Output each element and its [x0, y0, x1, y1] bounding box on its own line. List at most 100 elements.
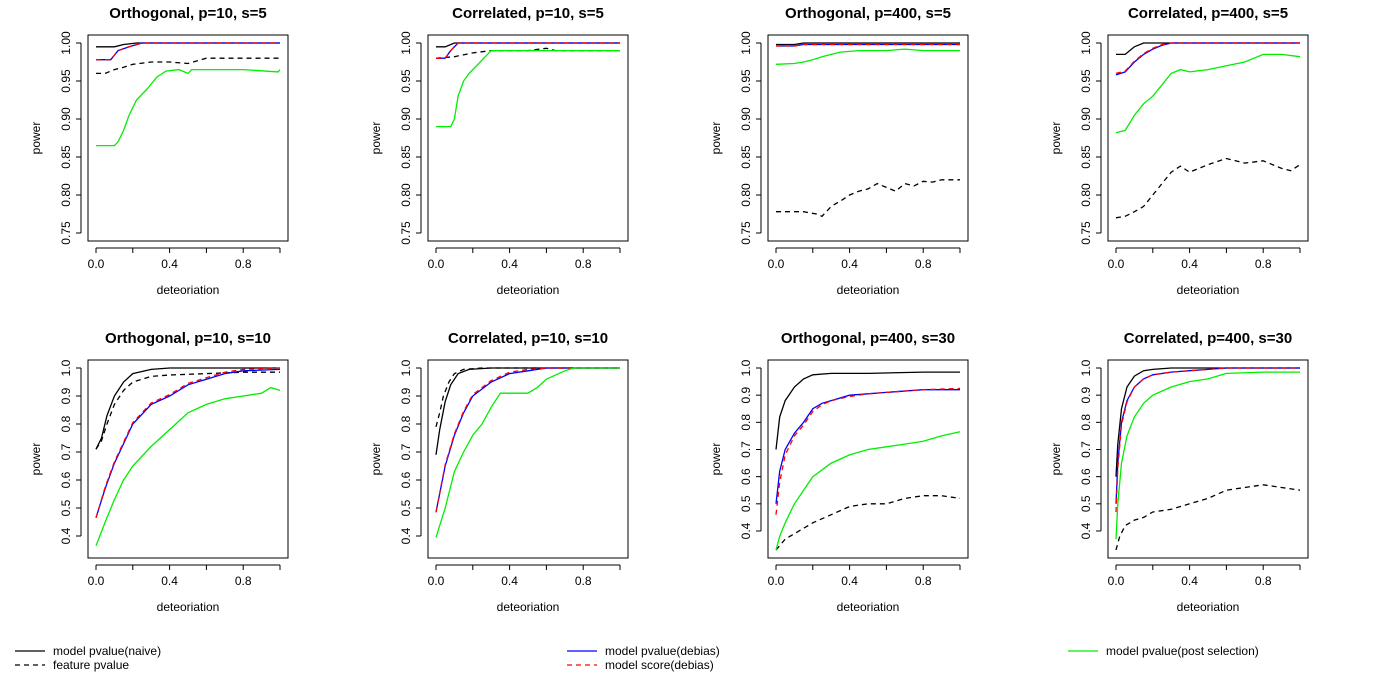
series-line [1115, 484, 1301, 551]
y-tick-label: 1.0 [1079, 359, 1093, 376]
y-tick-label: 0.85 [739, 145, 753, 169]
y-tick-label: 0.80 [1079, 183, 1093, 207]
series-line [95, 367, 280, 450]
series-line [435, 367, 620, 455]
y-tick-label: 0.4 [399, 527, 413, 544]
x-tick-label: 0.4 [161, 574, 178, 588]
panel-title: Orthogonal, p=400, s=5 [785, 5, 951, 22]
series-line [96, 42, 280, 61]
y-tick-label: 0.4 [1079, 522, 1093, 539]
x-axis-label: deteoriation [157, 283, 220, 297]
y-tick-label: 0.5 [399, 499, 413, 516]
series-line [1116, 42, 1300, 56]
series-line [435, 367, 620, 513]
y-axis-label: power [1049, 443, 1063, 476]
y-axis-label: power [709, 122, 723, 155]
series-line [95, 371, 280, 450]
x-tick-label: 0.8 [575, 257, 592, 271]
x-tick-label: 0.8 [915, 257, 932, 271]
y-tick-label: 0.5 [739, 495, 753, 512]
panel-4: Correlated, p=400, s=5 0.0 0.4 0.8 0.75 0.80 0… [1049, 5, 1309, 297]
y-tick-label: 0.7 [739, 441, 753, 458]
series-line [95, 367, 281, 518]
series-line [775, 495, 961, 551]
y-tick-label: 0.4 [59, 527, 73, 544]
x-tick-label: 0.0 [768, 574, 785, 588]
y-tick-label: 0.95 [59, 69, 73, 93]
x-tick-label: 0.4 [841, 257, 858, 271]
x-axis-label: deteoriation [497, 283, 560, 297]
panel-title: Correlated, p=400, s=30 [1124, 330, 1292, 347]
y-tick-label: 1.00 [739, 31, 753, 55]
y-tick-label: 0.7 [1079, 441, 1093, 458]
y-axis-label: power [709, 443, 723, 476]
legend-label: model score(debias) [605, 658, 714, 672]
series-line [95, 368, 281, 518]
x-tick-label: 0.8 [1255, 574, 1272, 588]
series-line [1115, 367, 1300, 477]
series-line [436, 49, 620, 128]
series-line [1115, 42, 1300, 75]
x-tick-label: 0.8 [235, 574, 252, 588]
x-axis-label: deteoriation [837, 600, 900, 614]
x-tick-label: 0.0 [88, 257, 105, 271]
x-axis-label: deteoriation [837, 283, 900, 297]
series-line [776, 179, 960, 218]
series-line [96, 42, 280, 61]
series-line [436, 42, 620, 59]
x-tick-label: 0.8 [1255, 257, 1272, 271]
series-line [775, 48, 960, 65]
y-tick-label: 1.00 [59, 31, 73, 55]
y-tick-label: 0.90 [59, 107, 73, 131]
x-axis-label: deteoriation [497, 600, 560, 614]
y-axis-label: power [29, 443, 43, 476]
plot-box [767, 359, 969, 559]
panel-8: Correlated, p=400, s=30 0.0 0.4 0.8 0.4 0.5 0.… [1049, 330, 1309, 614]
panel-title: Correlated, p=10, s=5 [452, 5, 604, 22]
y-tick-label: 0.6 [399, 471, 413, 488]
y-tick-label: 0.7 [399, 443, 413, 460]
y-tick-label: 0.6 [739, 468, 753, 485]
series-line [96, 68, 281, 147]
y-tick-label: 0.95 [739, 69, 753, 93]
y-tick-label: 1.00 [1079, 31, 1093, 55]
series-line [775, 389, 960, 504]
x-tick-label: 0.4 [501, 574, 518, 588]
panel-6: Correlated, p=10, s=10 0.0 0.4 0.8 0.4 0.5 0.6… [369, 330, 629, 614]
y-tick-label: 0.9 [739, 387, 753, 404]
y-tick-label: 0.85 [1079, 145, 1093, 169]
plot-box [427, 359, 629, 559]
y-tick-label: 0.9 [1079, 387, 1093, 404]
y-axis-label: power [1049, 122, 1063, 155]
x-axis-label: deteoriation [1177, 283, 1240, 297]
y-tick-label: 1.0 [739, 359, 753, 376]
y-tick-label: 0.7 [59, 443, 73, 460]
x-tick-label: 0.0 [1108, 257, 1125, 271]
series-line [775, 387, 961, 515]
panel-7: Orthogonal, p=400, s=30 0.0 0.4 0.8 0.4 0.5 0.… [709, 330, 969, 614]
y-tick-label: 0.9 [59, 387, 73, 404]
series-line [776, 43, 960, 47]
y-tick-label: 0.4 [739, 522, 753, 539]
legend: model pvalue(naive)feature pvalue model p… [15, 644, 1259, 672]
x-tick-label: 0.8 [915, 574, 932, 588]
y-tick-label: 0.80 [59, 183, 73, 207]
y-tick-label: 0.95 [399, 69, 413, 93]
series-line [435, 367, 620, 538]
series-line [435, 367, 620, 427]
legend-label: model pvalue(debias) [605, 644, 720, 658]
series-line [1115, 53, 1301, 134]
panel-title: Orthogonal, p=10, s=5 [109, 5, 267, 22]
y-tick-label: 1.00 [399, 31, 413, 55]
series-line [775, 431, 961, 551]
y-tick-label: 0.8 [739, 414, 753, 431]
panel-3: Orthogonal, p=400, s=5 0.0 0.4 0.8 0.75 0.80 0… [709, 5, 969, 297]
y-tick-label: 0.85 [399, 145, 413, 169]
panel-title: Orthogonal, p=10, s=10 [105, 330, 271, 347]
x-tick-label: 0.8 [575, 574, 592, 588]
x-tick-label: 0.8 [235, 257, 252, 271]
series-line [435, 367, 620, 513]
x-axis-label: deteoriation [1177, 600, 1240, 614]
y-tick-label: 0.95 [1079, 69, 1093, 93]
